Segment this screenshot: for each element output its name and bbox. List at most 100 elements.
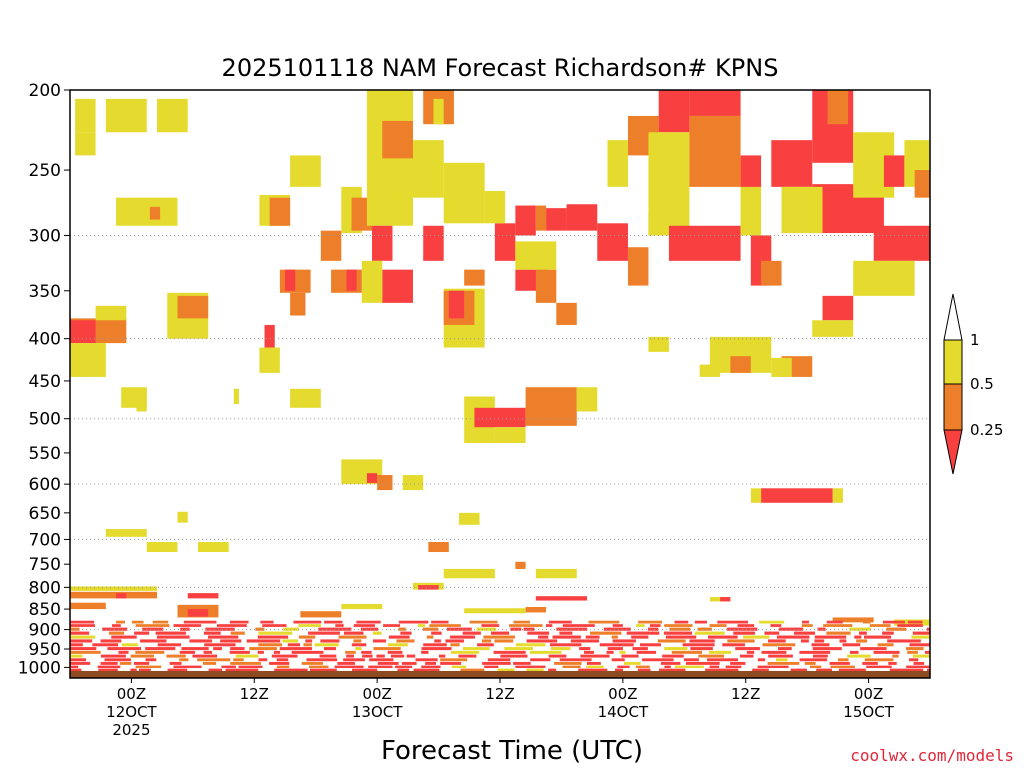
bl-streak bbox=[229, 650, 250, 654]
bl-streak bbox=[826, 620, 843, 624]
x-tick-label: 00Z bbox=[854, 685, 883, 703]
bl-streak bbox=[262, 624, 287, 627]
bl-streak bbox=[273, 650, 281, 654]
bl-streak bbox=[682, 643, 715, 647]
bl-streak bbox=[759, 620, 785, 624]
bl-streak bbox=[202, 661, 217, 665]
bl-streak bbox=[640, 643, 661, 647]
bl-streak bbox=[607, 647, 623, 651]
ri-region bbox=[535, 269, 557, 303]
bl-streak bbox=[599, 643, 634, 647]
ri-region bbox=[157, 98, 188, 133]
bl-streak bbox=[570, 639, 600, 643]
x-tick-label: 00Z bbox=[362, 685, 391, 703]
bl-streak bbox=[320, 639, 340, 643]
bl-streak bbox=[135, 650, 165, 654]
ri-region bbox=[382, 120, 413, 159]
bl-streak bbox=[401, 661, 417, 665]
x-tick-label: 00Z bbox=[608, 685, 637, 703]
bl-streak bbox=[208, 668, 223, 672]
bl-streak bbox=[70, 654, 83, 658]
bl-streak bbox=[730, 661, 746, 665]
ri-region bbox=[402, 475, 424, 491]
bl-streak bbox=[352, 668, 378, 672]
x-tick-label: 14OCT bbox=[598, 703, 649, 721]
ri-region bbox=[827, 90, 849, 125]
bl-streak bbox=[814, 635, 847, 639]
ri-region bbox=[197, 541, 229, 553]
bl-streak bbox=[233, 658, 244, 662]
bl-streak bbox=[767, 661, 800, 665]
ri-region bbox=[689, 90, 741, 116]
bl-streak bbox=[303, 643, 312, 647]
bl-streak bbox=[133, 661, 150, 665]
bl-streak bbox=[888, 661, 897, 665]
ri-region bbox=[423, 225, 444, 261]
bl-streak bbox=[804, 661, 816, 665]
bl-streak bbox=[886, 627, 907, 631]
bl-streak bbox=[548, 654, 567, 658]
bl-streak bbox=[483, 635, 515, 639]
bl-streak bbox=[104, 658, 131, 662]
bl-streak bbox=[617, 665, 630, 669]
bl-streak bbox=[70, 665, 79, 669]
bl-streak bbox=[735, 647, 760, 651]
bl-streak bbox=[70, 668, 82, 672]
bl-streak bbox=[450, 635, 476, 639]
bl-streak bbox=[118, 650, 129, 654]
ri-region bbox=[149, 206, 161, 220]
ri-region bbox=[494, 427, 526, 443]
bl-streak bbox=[130, 668, 137, 672]
bl-streak bbox=[562, 665, 581, 669]
bl-streak bbox=[156, 635, 190, 639]
ri-region bbox=[418, 585, 439, 590]
bl-streak bbox=[155, 631, 186, 635]
bl-streak bbox=[138, 668, 151, 672]
ri-region bbox=[428, 541, 449, 553]
bl-streak bbox=[166, 654, 186, 658]
ri-region bbox=[290, 155, 321, 187]
bl-streak bbox=[230, 661, 261, 665]
bl-streak bbox=[873, 650, 900, 654]
bl-streak bbox=[530, 658, 551, 662]
bl-streak bbox=[912, 654, 930, 658]
bl-streak bbox=[642, 658, 674, 662]
bl-streak bbox=[793, 631, 816, 635]
bl-streak bbox=[854, 635, 862, 639]
ri-region bbox=[750, 488, 762, 503]
bl-streak bbox=[179, 650, 195, 654]
bl-streak bbox=[70, 643, 83, 647]
ri-region bbox=[699, 364, 721, 377]
bl-streak bbox=[111, 635, 137, 639]
y-tick-label: 300 bbox=[29, 226, 61, 246]
bl-streak bbox=[167, 668, 188, 672]
bl-streak bbox=[775, 658, 788, 662]
bl-streak bbox=[708, 650, 732, 654]
bl-streak bbox=[440, 661, 462, 665]
bl-streak bbox=[395, 665, 413, 669]
bl-streak bbox=[119, 661, 132, 665]
bl-streak bbox=[837, 658, 849, 662]
plot-area bbox=[70, 90, 930, 678]
bl-streak bbox=[877, 643, 894, 647]
bl-streak bbox=[612, 639, 636, 643]
ri-region bbox=[346, 269, 357, 291]
bl-streak bbox=[509, 624, 543, 627]
bl-streak bbox=[665, 635, 697, 639]
bl-streak bbox=[70, 624, 95, 627]
bl-streak bbox=[121, 643, 138, 647]
bl-streak bbox=[762, 643, 796, 647]
bl-streak bbox=[477, 643, 494, 647]
bl-streak bbox=[319, 654, 337, 658]
ri-region bbox=[761, 488, 833, 503]
x-tick-label: 15OCT bbox=[843, 703, 894, 721]
bl-streak bbox=[669, 627, 691, 631]
bl-streak bbox=[246, 639, 281, 643]
bl-streak bbox=[229, 620, 249, 624]
bl-streak bbox=[225, 668, 259, 672]
bl-streak bbox=[493, 650, 526, 654]
bl-streak bbox=[345, 650, 356, 654]
bl-streak bbox=[183, 620, 217, 624]
bl-streak bbox=[258, 631, 293, 635]
